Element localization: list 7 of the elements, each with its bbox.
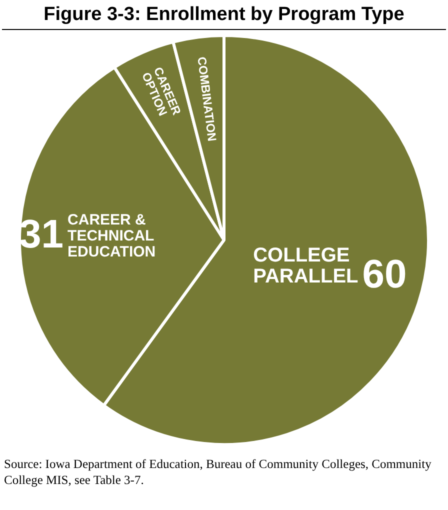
data-label: 60: [362, 252, 407, 297]
data-label: 31: [19, 212, 64, 256]
chart-title: Figure 3-3: Enrollment by Program Type: [2, 0, 446, 30]
slice-label: CAREER & TECHNICAL EDUCATION: [68, 212, 156, 261]
slice-label: COLLEGE PARALLEL: [253, 244, 358, 288]
slice-label: COMBINATION: [194, 56, 220, 142]
source-note: Source: Iowa Department of Education, Bureau of Community Colleges, Community College MIS, see Table 3-7.: [3, 456, 432, 488]
